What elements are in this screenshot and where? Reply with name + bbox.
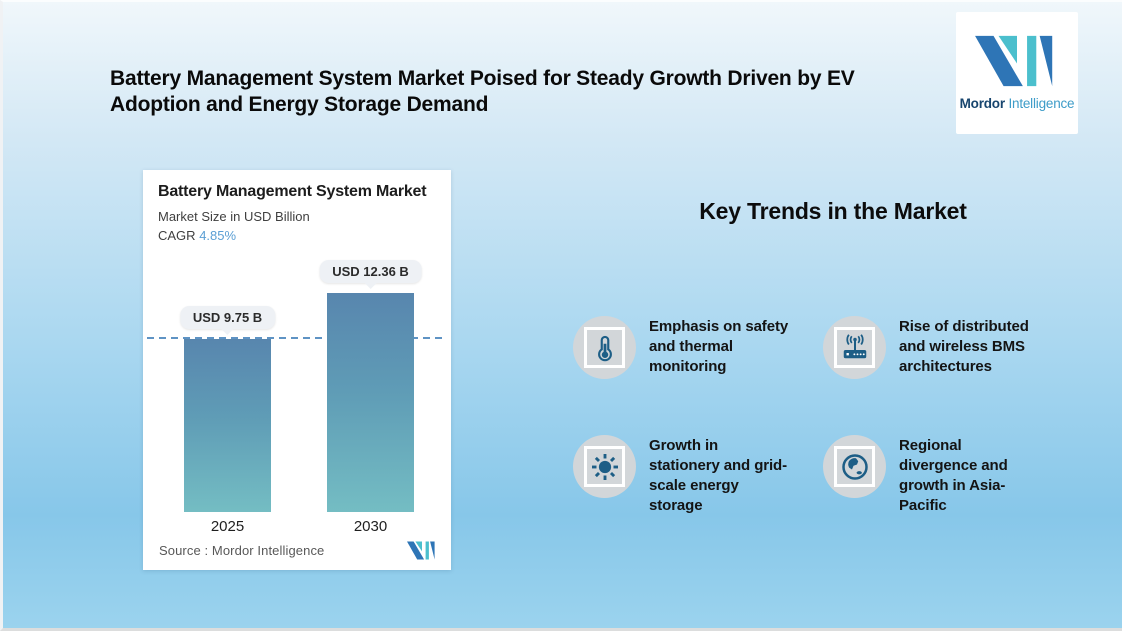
chart-subtitle: Market Size in USD Billion (158, 209, 310, 224)
trend-icon-circle (573, 435, 636, 498)
trend-icon-circle (823, 435, 886, 498)
key-trends-heading: Key Trends in the Market (699, 198, 967, 224)
x-axis-label-2030: 2030 (353, 518, 388, 535)
chart-source: Source : Mordor Intelligence (159, 543, 325, 558)
brand-logo-card: Mordor Intelligence (956, 12, 1078, 134)
sun-icon (584, 446, 625, 487)
trend-text: Emphasis on safety and thermal monitorin… (649, 318, 789, 375)
trend-text: Regional divergence and growth in Asia- … (899, 437, 1008, 514)
bar-2025 (184, 339, 271, 512)
bar-chart-plot: USD 9.75 B 2025 USD 12.36 B 2030 (147, 260, 447, 535)
mordor-intelligence-logo-icon (975, 35, 1053, 87)
thermometer-icon (584, 327, 625, 368)
brand-name-bold: Mordor (959, 96, 1005, 111)
bar-value-label-2025: USD 9.75 B (179, 306, 276, 329)
x-axis-label-2025: 2025 (210, 518, 245, 535)
trend-item-asia-pacific: Regional divergence and growth in Asia- … (823, 435, 1089, 516)
page-title: Battery Management System Market Poised … (110, 67, 855, 116)
chart-cagr: CAGR 4.85% (158, 228, 236, 243)
brand-name-light: Intelligence (1008, 96, 1075, 111)
reference-dashed-line (147, 337, 447, 339)
trend-item-grid-storage: Growth in stationery and grid- scale ene… (573, 435, 839, 516)
bar-2030 (327, 293, 414, 512)
trend-item-safety-thermal: Emphasis on safety and thermal monitorin… (573, 316, 839, 379)
wireless-router-icon (834, 327, 875, 368)
globe-icon (834, 446, 875, 487)
cagr-label: CAGR (158, 228, 196, 243)
trend-item-wireless-bms: Rise of distributed and wireless BMS arc… (823, 316, 1089, 379)
brand-name: Mordor Intelligence (960, 96, 1075, 111)
market-size-chart-card: Battery Management System Market Market … (143, 170, 451, 570)
chart-title: Battery Management System Market (158, 183, 427, 200)
trend-icon-circle (823, 316, 886, 379)
mordor-intelligence-mark-icon (407, 541, 435, 560)
chart-source-row: Source : Mordor Intelligence (159, 541, 437, 560)
trend-icon-circle (573, 316, 636, 379)
cagr-value: 4.85% (199, 228, 237, 243)
trend-text: Growth in stationery and grid- scale ene… (649, 437, 788, 514)
trend-text: Rise of distributed and wireless BMS arc… (899, 318, 1029, 375)
bar-value-label-2030: USD 12.36 B (319, 260, 422, 283)
